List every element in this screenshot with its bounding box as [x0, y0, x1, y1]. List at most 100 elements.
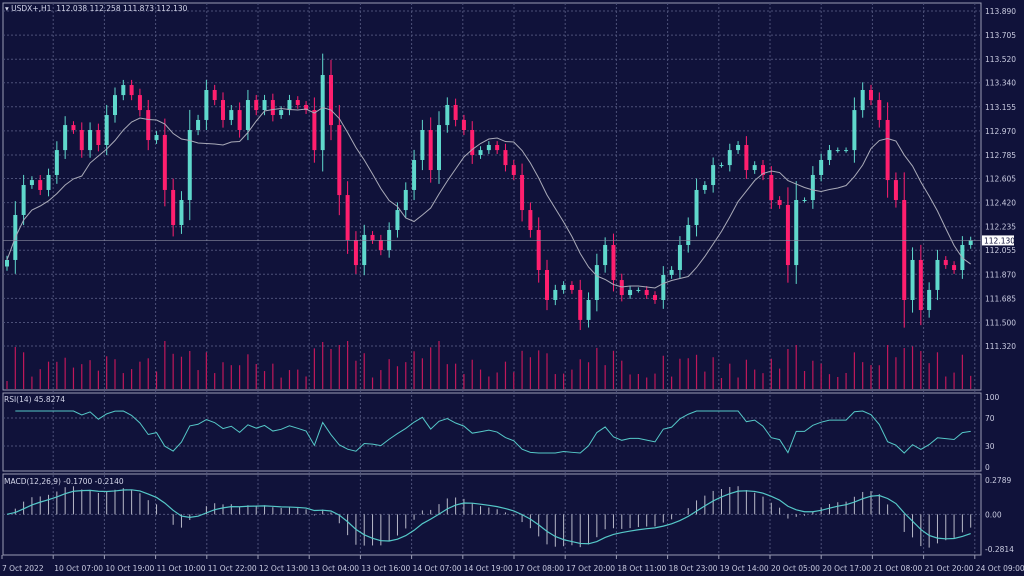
- main-panel-frame: [2, 2, 982, 391]
- candle-body: [785, 204, 790, 266]
- candle-body: [503, 150, 508, 166]
- candle-body: [470, 130, 475, 156]
- x-tick-label: 14 Oct 07:00: [413, 564, 462, 573]
- rsi-panel-frame: [2, 392, 982, 472]
- candle-body: [694, 189, 699, 226]
- candle-body: [137, 95, 142, 111]
- price-tick-label: 113.705: [985, 31, 1016, 40]
- candle-body: [653, 295, 657, 300]
- candle-body: [395, 210, 400, 230]
- candle-body: [279, 110, 284, 116]
- x-tick-label: 24 Oct 09:00: [976, 564, 1024, 573]
- x-tick-label: 13 Oct 04:00: [310, 564, 359, 573]
- candle-body: [835, 150, 840, 152]
- x-tick-label: 10 Oct 19:00: [105, 564, 154, 573]
- candle-body: [437, 125, 441, 171]
- candle-body: [38, 180, 43, 190]
- candle-body: [121, 85, 126, 96]
- candle-body: [628, 289, 633, 296]
- candle-body: [71, 125, 76, 131]
- candle-body: [802, 200, 807, 202]
- price-tick-label: 112.235: [985, 223, 1016, 232]
- candle-body: [893, 180, 898, 201]
- dropdown-triangle-icon[interactable]: ▾: [5, 4, 12, 13]
- candle-body: [304, 104, 309, 111]
- candle-body: [329, 75, 333, 126]
- price-tick-label: 112.970: [985, 127, 1016, 136]
- candle-body: [428, 130, 433, 171]
- candle-body: [378, 240, 383, 251]
- candle-body: [254, 100, 259, 111]
- x-tick-label: 7 Oct 2022: [2, 564, 44, 573]
- candle-body: [171, 189, 176, 226]
- candle-body: [744, 145, 749, 171]
- candle-body: [794, 200, 799, 266]
- x-tick-label: 12 Oct 13:00: [259, 564, 308, 573]
- x-tick-label: 18 Oct 23:00: [669, 564, 718, 573]
- x-tick-label: 17 Oct 20:00: [566, 564, 615, 573]
- candle-body: [528, 210, 533, 230]
- candle-body: [869, 89, 873, 101]
- x-tick-label: 21 Oct 08:00: [873, 564, 922, 573]
- price-tick-label: 111.320: [985, 342, 1016, 351]
- candle-body: [586, 299, 591, 320]
- candle-body: [29, 180, 34, 186]
- candle-body: [968, 240, 973, 245]
- candle-body: [686, 225, 691, 245]
- rsi-title: RSI(14) 45.8274: [4, 395, 65, 404]
- chart-title: ▾ USDX+,H1 112.038 112.258 111.873 112.1…: [5, 4, 187, 13]
- candle-body: [229, 110, 234, 120]
- x-tick-label: 14 Oct 19:00: [464, 564, 513, 573]
- candle-body: [262, 100, 267, 111]
- candle-body: [952, 265, 957, 271]
- ohlc-values: 112.038 112.258 111.873 112.130: [56, 4, 188, 13]
- price-tick-label: 112.055: [985, 246, 1016, 255]
- candle-body: [270, 100, 275, 116]
- candle-body: [445, 104, 450, 126]
- x-tick-label: 11 Oct 10:00: [157, 564, 206, 573]
- candle-body: [21, 185, 26, 215]
- x-tick-label: 17 Oct 08:00: [515, 564, 564, 573]
- candle-body: [561, 284, 566, 290]
- price-tick-label: 113.340: [985, 79, 1016, 88]
- candle-body: [827, 150, 832, 160]
- candle-body: [545, 270, 549, 300]
- candle-body: [644, 289, 649, 296]
- candle-body: [204, 89, 209, 120]
- macd-tick-label: 0.2789: [985, 476, 1011, 485]
- candle-body: [603, 244, 608, 266]
- candle-body: [337, 125, 342, 196]
- candle-body: [661, 274, 666, 300]
- candle-body: [910, 259, 915, 300]
- macd-tick-label: 0.00: [985, 510, 1002, 519]
- candle-body: [387, 229, 392, 251]
- candle-body: [619, 280, 624, 296]
- candle-body: [113, 95, 117, 116]
- rsi-tick-label: 0: [985, 463, 990, 472]
- candle-body: [819, 159, 824, 175]
- candle-body: [179, 200, 184, 226]
- price-tick-label: 113.890: [985, 7, 1016, 16]
- x-tick-label: 10 Oct 07:00: [54, 564, 103, 573]
- candle-body: [146, 110, 151, 141]
- candle-body: [927, 289, 932, 311]
- candle-body: [154, 134, 159, 141]
- candle-body: [885, 119, 890, 181]
- candle-body: [54, 150, 59, 175]
- candle-body: [162, 134, 167, 190]
- x-tick-label: 11 Oct 22:00: [208, 564, 257, 573]
- candle-body: [287, 100, 292, 111]
- candle-body: [578, 289, 583, 320]
- price-tick-label: 111.500: [985, 319, 1016, 328]
- x-tick-label: 18 Oct 11:00: [617, 564, 666, 573]
- candle-body: [860, 89, 865, 111]
- current-price-box: [982, 235, 1014, 246]
- candle-body: [777, 200, 782, 205]
- candle-body: [594, 265, 599, 300]
- candle-body: [520, 174, 525, 211]
- candle-body: [237, 110, 242, 131]
- price-tick-label: 113.520: [985, 55, 1016, 64]
- candle-body: [810, 174, 815, 201]
- candle-body: [852, 110, 857, 151]
